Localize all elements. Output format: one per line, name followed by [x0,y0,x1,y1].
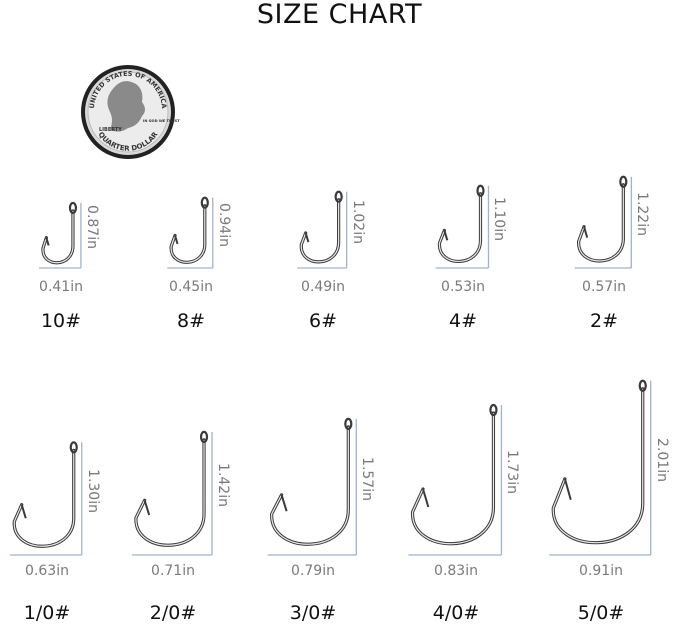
hook-shine [271,426,349,545]
hook-eye [476,184,485,197]
width-label: 0.79in [291,563,335,579]
hook-shine [578,184,624,262]
hook-barb [20,504,27,519]
width-label: 0.53in [441,279,485,295]
size-label: 4# [448,310,478,332]
hook-7 [270,425,350,546]
hook-barb [143,499,151,516]
hook-eye [199,430,209,443]
hook-8 [410,411,496,546]
hook-barb [304,232,310,243]
hook-barb [45,237,50,246]
size-label: 1/0# [23,602,71,624]
hook-barb [422,488,430,508]
hook-4 [577,183,625,263]
hook-9 [551,387,645,545]
size-label: 2# [589,310,619,332]
hook-6 [134,438,206,547]
hook-eye [334,190,343,203]
length-label: 1.02in [349,199,366,244]
hook-barb [563,478,572,500]
width-label: 0.83in [434,563,478,579]
hook-eye [619,175,628,188]
hook-shine [42,210,74,264]
size-label: 4/0# [432,602,480,624]
hook-5 [12,448,76,548]
length-label: 1.10in [491,196,508,241]
length-label: 1.42in [215,463,232,508]
hook-eye [200,196,209,209]
length-label: 0.87in [83,205,100,250]
hook-0 [41,209,75,265]
width-label: 0.63in [25,563,69,579]
hook-shine [438,193,482,263]
hook-3 [437,192,483,264]
width-label: 0.71in [151,563,195,579]
width-label: 0.45in [169,279,213,295]
size-label: 3/0# [289,602,337,624]
size-label: 6# [308,310,338,332]
hook-shine [552,388,644,544]
hook-1 [169,204,207,264]
hook-barb [174,235,179,245]
hook-shine [135,439,205,546]
hook-eye [68,201,78,215]
chart-title: SIZE CHART [256,0,423,30]
length-label: 1.22in [634,192,651,237]
hook-barb [443,230,449,241]
length-label: 2.01in [653,437,670,482]
hook-shine [170,205,206,263]
hook-shine [300,199,340,263]
size-label: 10# [40,310,82,332]
coin-lettering-liberty: LIBERTY [99,127,122,133]
length-label: 0.94in [215,202,232,247]
coin-lettering-motto: IN GOD WE TRUST [143,119,180,123]
width-label: 0.41in [39,279,83,295]
size-label: 2/0# [149,602,197,624]
width-label: 0.91in [579,563,623,579]
length-label: 1.57in [359,456,376,501]
hook-eye [638,379,647,392]
hook-shine [13,450,75,547]
length-label: 1.73in [504,450,521,494]
hook-eye [69,441,78,454]
hook-barb [280,494,288,512]
hook-eye [489,403,498,417]
hook-barb [583,226,589,238]
size-label: 5/0# [577,602,625,624]
width-label: 0.57in [582,279,626,295]
hook-2 [299,198,341,264]
length-label: 1.30in [84,468,101,513]
hook-shine [411,413,495,545]
size-label: 8# [176,310,206,332]
hook-eye [344,417,353,430]
width-label: 0.49in [301,279,345,295]
quarter-coin: UNITED STATES OF AMERICA LIBERTY IN GOD … [81,65,180,159]
